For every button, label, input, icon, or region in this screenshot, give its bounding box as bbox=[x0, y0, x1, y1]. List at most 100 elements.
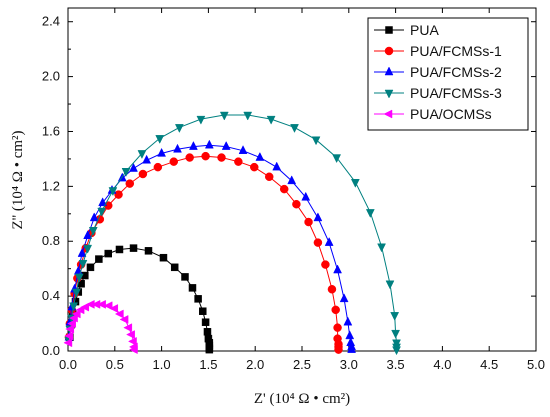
data-point bbox=[250, 162, 259, 172]
y-tick-label: 1.2 bbox=[42, 178, 60, 193]
data-point bbox=[201, 318, 210, 326]
data-point bbox=[103, 301, 113, 311]
data-point bbox=[324, 237, 334, 246]
legend: PUA PUA/FCMSs-1 PUA/FCMSs-2 PUA/FCMSs-3 PUA/… bbox=[367, 17, 529, 131]
x-tick-label: 1.5 bbox=[199, 357, 217, 372]
y-tick-label: 0.0 bbox=[42, 343, 60, 358]
data-point bbox=[115, 245, 124, 254]
data-point bbox=[170, 263, 179, 272]
data-point bbox=[104, 249, 112, 258]
data-point bbox=[185, 153, 194, 162]
data-point bbox=[74, 273, 84, 283]
data-point bbox=[128, 345, 138, 355]
series-3 bbox=[64, 111, 401, 356]
data-point bbox=[321, 260, 330, 269]
legend-marker bbox=[384, 66, 394, 76]
y-tick-label: 2.0 bbox=[42, 69, 60, 84]
data-point bbox=[108, 187, 118, 197]
x-tick-label: 4.5 bbox=[480, 357, 498, 372]
series-layer bbox=[63, 111, 401, 356]
data-point bbox=[333, 264, 342, 274]
data-point bbox=[142, 154, 152, 164]
data-point bbox=[174, 124, 184, 133]
data-point bbox=[334, 345, 343, 354]
series-line bbox=[69, 247, 210, 350]
data-point bbox=[86, 263, 95, 272]
data-point bbox=[64, 331, 74, 341]
legend-item: PUA/FCMSs-2 bbox=[374, 64, 502, 80]
data-point bbox=[292, 199, 301, 209]
data-point bbox=[234, 157, 243, 166]
data-point bbox=[217, 153, 226, 162]
data-point bbox=[255, 151, 265, 161]
data-point bbox=[365, 209, 375, 218]
data-point bbox=[80, 302, 90, 312]
data-point bbox=[97, 299, 106, 309]
data-point bbox=[199, 307, 207, 315]
data-point bbox=[390, 312, 400, 321]
legend-label: PUA/FCMSs-1 bbox=[410, 43, 502, 59]
data-point bbox=[153, 162, 163, 172]
data-point bbox=[203, 328, 212, 336]
data-point bbox=[69, 302, 79, 312]
data-point bbox=[279, 184, 289, 194]
data-point bbox=[83, 244, 93, 254]
y-tick-label: 0.4 bbox=[42, 288, 60, 303]
data-point bbox=[333, 323, 342, 332]
data-point bbox=[78, 259, 88, 269]
data-point bbox=[204, 139, 214, 149]
data-point bbox=[72, 288, 81, 298]
data-point bbox=[385, 280, 395, 290]
data-point bbox=[332, 154, 342, 164]
y-tick-label: 2.4 bbox=[42, 14, 60, 29]
axis-ticks: 0.0 0.5 1.0 1.5 2.0 2.5 3.0 3.5 4.0 4.5 5.0 0.0 0.4 0… bbox=[42, 8, 545, 372]
data-point bbox=[129, 244, 138, 252]
data-point bbox=[97, 207, 107, 217]
data-point bbox=[205, 345, 214, 354]
x-axis-title: Z' (10⁴ Ω • cm²) bbox=[254, 391, 350, 407]
data-point bbox=[391, 329, 401, 339]
data-point bbox=[157, 147, 167, 157]
data-point bbox=[71, 309, 81, 319]
data-point bbox=[114, 190, 123, 199]
legend-item: PUA/OCMSs bbox=[374, 106, 492, 122]
data-point bbox=[345, 330, 355, 340]
data-point bbox=[88, 227, 98, 236]
data-point bbox=[127, 336, 137, 346]
data-point bbox=[350, 178, 360, 188]
data-point bbox=[119, 315, 129, 324]
x-tick-label: 3.5 bbox=[387, 357, 405, 372]
data-point bbox=[67, 319, 76, 328]
data-point bbox=[287, 175, 297, 185]
data-point bbox=[221, 141, 231, 150]
data-point bbox=[129, 162, 138, 172]
legend-marker bbox=[383, 109, 393, 119]
data-point bbox=[181, 273, 189, 281]
data-point bbox=[68, 313, 78, 323]
data-point bbox=[83, 230, 93, 240]
series-4 bbox=[63, 299, 138, 355]
data-point bbox=[144, 247, 153, 255]
data-point bbox=[219, 111, 229, 121]
data-point bbox=[125, 179, 135, 188]
x-tick-label: 1.0 bbox=[153, 357, 171, 372]
data-point bbox=[138, 169, 148, 179]
data-point bbox=[189, 141, 198, 150]
data-point bbox=[201, 151, 210, 161]
data-point bbox=[188, 284, 197, 292]
x-tick-label: 2.0 bbox=[246, 357, 264, 372]
series-0 bbox=[66, 244, 214, 354]
data-point bbox=[95, 255, 103, 263]
data-point bbox=[290, 124, 299, 133]
data-point bbox=[264, 172, 274, 182]
x-tick-label: 3.0 bbox=[340, 357, 358, 372]
data-point bbox=[109, 304, 119, 313]
legend-label: PUA/OCMSs bbox=[410, 106, 492, 122]
data-point bbox=[327, 285, 337, 294]
data-point bbox=[266, 115, 276, 125]
data-point bbox=[123, 323, 133, 333]
data-point bbox=[137, 150, 147, 159]
legend-item: PUA/FCMSs-3 bbox=[374, 85, 502, 101]
data-point bbox=[65, 324, 75, 334]
